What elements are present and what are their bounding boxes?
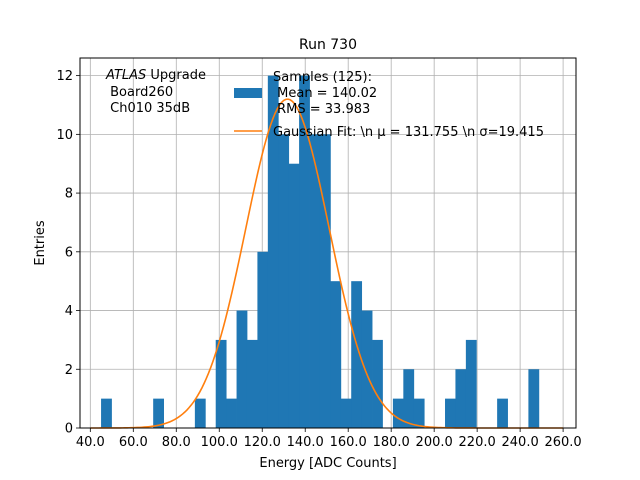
- x-tick-label: 200.0: [416, 435, 453, 450]
- histogram-bar: [101, 398, 112, 428]
- histogram-bar: [413, 398, 425, 428]
- x-tick-label: 140.0: [287, 435, 324, 450]
- y-axis-label: Entries: [33, 220, 48, 266]
- x-axis-ticks: 40.0 60.0 80.0 100.0 120.0 140.0 160.0 180.0 200…: [76, 428, 582, 450]
- histogram-bar: [236, 310, 248, 428]
- histogram-bar: [299, 75, 310, 428]
- histogram-bar: [361, 310, 373, 428]
- histogram-bar: [372, 339, 383, 428]
- histogram-bar: [465, 339, 477, 428]
- legend-fit-line: Gaussian Fit: \n μ = 131.755 \n σ=19.415: [273, 125, 544, 140]
- y-axis-ticks: 0 2 4 6 8 10 12: [56, 69, 80, 437]
- histogram-bar: [226, 398, 237, 428]
- annotation-line-1: ATLAS Upgrade: [105, 68, 206, 83]
- y-tick-label: 6: [65, 245, 73, 260]
- y-tick-label: 8: [65, 187, 73, 202]
- histogram-bar: [403, 369, 415, 428]
- histogram-bar: [267, 75, 279, 428]
- legend-histogram-line-2: Mean = 140.02: [273, 86, 377, 101]
- chart-title: Run 730: [299, 37, 357, 53]
- y-tick-label: 0: [65, 422, 73, 437]
- histogram-bar: [215, 339, 227, 428]
- y-tick-label: 2: [65, 363, 73, 378]
- histogram-bar: [309, 134, 321, 428]
- x-tick-label: 260.0: [544, 435, 581, 450]
- x-tick-label: 220.0: [459, 435, 496, 450]
- x-axis-label: Energy [ADC Counts]: [259, 456, 396, 471]
- histogram-bar: [330, 281, 342, 428]
- x-tick-label: 60.0: [119, 435, 148, 450]
- histogram-bar: [351, 281, 363, 428]
- legend-histogram-line-1: Samples (125):: [273, 70, 372, 85]
- annotation-line-2: Board260: [106, 85, 173, 100]
- annotation-atlas: ATLAS: [105, 68, 146, 83]
- annotation-upgrade: Upgrade: [146, 68, 206, 83]
- x-tick-label: 240.0: [502, 435, 539, 450]
- histogram-bar: [288, 163, 300, 428]
- x-tick-label: 160.0: [330, 435, 367, 450]
- histogram-bar: [528, 369, 540, 428]
- histogram-bar: [278, 134, 290, 428]
- legend: Samples (125): Mean = 140.02 RMS = 33.98…: [234, 70, 544, 140]
- histogram-bars: [101, 75, 540, 428]
- x-tick-label: 100.0: [201, 435, 238, 450]
- annotation: ATLAS Upgrade Board260 Ch010 35dB: [105, 68, 206, 116]
- y-tick-label: 10: [56, 128, 73, 143]
- histogram-bar: [455, 369, 467, 428]
- y-tick-label: 12: [56, 69, 73, 84]
- histogram-bar: [257, 251, 269, 428]
- histogram-bar: [153, 398, 164, 428]
- x-tick-label: 40.0: [76, 435, 105, 450]
- histogram-bar: [392, 398, 404, 428]
- legend-histogram-line-3: RMS = 33.983: [273, 102, 370, 117]
- x-tick-label: 180.0: [373, 435, 410, 450]
- x-tick-label: 120.0: [244, 435, 281, 450]
- plot-frame: [79, 57, 577, 429]
- histogram-bar: [246, 339, 258, 428]
- y-tick-label: 4: [65, 304, 73, 319]
- x-tick-label: 80.0: [162, 435, 191, 450]
- histogram-bar: [497, 398, 508, 428]
- annotation-line-3: Ch010 35dB: [106, 101, 190, 116]
- histogram-bar: [194, 398, 206, 428]
- legend-handle-histogram: [234, 88, 262, 98]
- histogram-bar: [319, 134, 331, 428]
- histogram-bar: [445, 398, 456, 428]
- histogram-bar: [340, 398, 352, 428]
